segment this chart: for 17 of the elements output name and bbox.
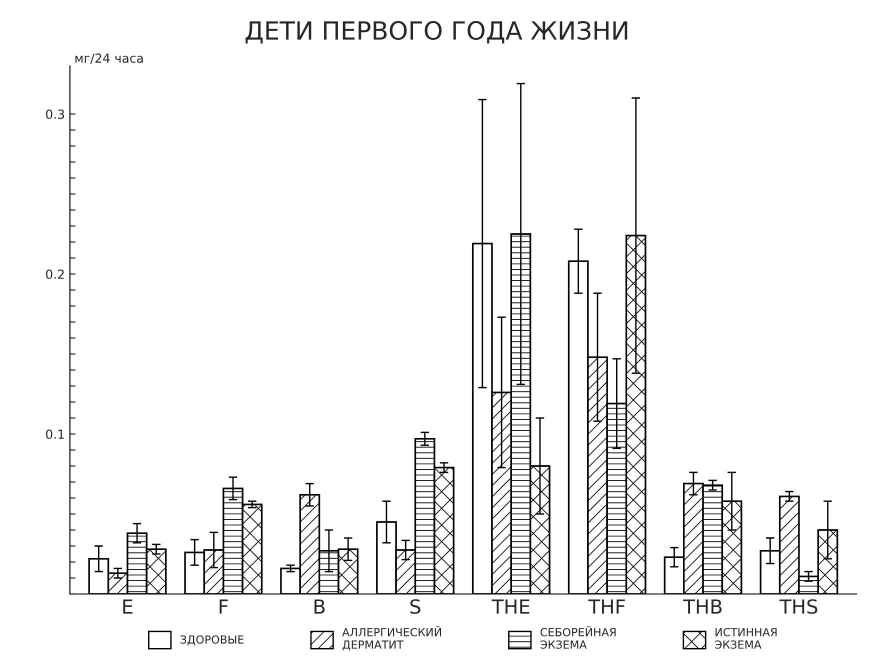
y-tick-label: 0.2 — [46, 269, 64, 279]
legend-label: ИСТИННАЯ ЭКЗЕМА — [715, 628, 777, 649]
x-tick-label: THE — [492, 599, 530, 614]
x-tick-label: S — [410, 599, 420, 614]
y-tick-label: 0.3 — [46, 109, 64, 119]
chart-title: ДЕТИ ПЕРВОГО ГОДА ЖИЗНИ — [246, 21, 628, 44]
x-tick-label: F — [220, 599, 228, 614]
legend-label: ЗДОРОВЫЕ — [180, 635, 244, 646]
y-tick-label: 0.1 — [46, 429, 64, 439]
x-tick-label: E — [123, 599, 132, 614]
x-tick-label: THB — [683, 599, 722, 614]
y-axis-title: мг/24 часа — [75, 53, 143, 64]
legend-label: АЛЛЕРГИЧЕСКИЙ ДЕРМАТИТ — [342, 626, 441, 650]
x-tick-label: THS — [779, 599, 818, 614]
x-tick-label: B — [314, 599, 325, 614]
x-tick-label: THF — [588, 599, 625, 614]
legend-label: СЕБОРЕЙНАЯ ЭКЗЕМА — [540, 626, 616, 649]
